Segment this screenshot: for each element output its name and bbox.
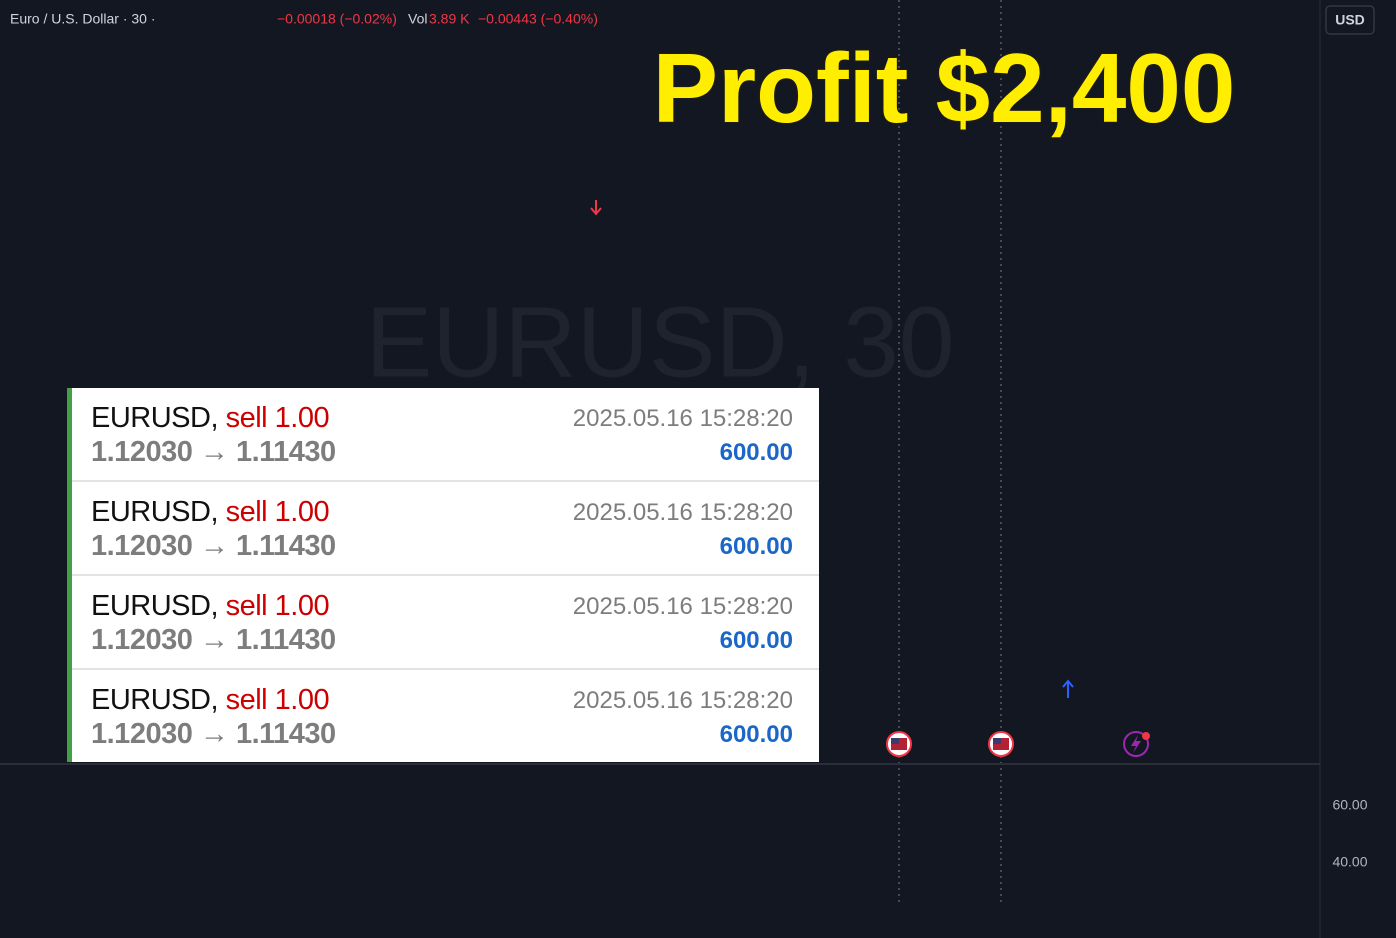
trade-prices: 1.12030 → 1.11430	[91, 530, 336, 562]
trade-prices: 1.12030 → 1.11430	[91, 718, 336, 750]
trade-profit: 600.00	[719, 439, 793, 466]
buy-arrow	[1062, 679, 1074, 698]
trade-time: 2025.05.16 15:28:20	[572, 499, 793, 526]
trade-list: EURUSD, sell 1.00 1.12030 → 1.11430 2025.0…	[67, 388, 819, 762]
trade-title: EURUSD, sell 1.00	[91, 684, 330, 717]
symbol-title[interactable]: Euro / U.S. Dollar · 30 ·	[10, 11, 156, 27]
trade-symbol: EURUSD,	[91, 402, 219, 434]
volume-change: −0.00443 (−0.40%)	[478, 11, 598, 27]
volume-axis-label: 40.00	[1332, 854, 1367, 870]
news-icon[interactable]	[1123, 731, 1150, 757]
price-axis-panel	[1320, 0, 1396, 938]
pane-separator	[0, 763, 1320, 765]
trade-side: sell 1.00	[225, 402, 330, 434]
trade-profit: 600.00	[719, 533, 793, 560]
volume-value: 3.89 K	[429, 11, 470, 27]
trade-time: 2025.05.16 15:28:20	[572, 405, 793, 432]
profit-banner: Profit $2,400	[653, 33, 1236, 143]
trade-card: EURUSD, sell 1.00 1.12030 → 1.11430 2025.0…	[72, 482, 819, 576]
sell-arrow	[590, 200, 602, 216]
trade-symbol: EURUSD,	[91, 590, 219, 622]
volume-label: Vol	[408, 11, 427, 27]
trade-prices: 1.12030 → 1.11430	[91, 436, 336, 468]
trade-card: EURUSD, sell 1.00 1.12030 → 1.11430 2025.0…	[72, 670, 819, 762]
watermark: EURUSD, 30	[365, 286, 954, 398]
trade-time: 2025.05.16 15:28:20	[572, 593, 793, 620]
trade-profit: 600.00	[719, 721, 793, 748]
trade-side: sell 1.00	[225, 496, 330, 528]
trade-title: EURUSD, sell 1.00	[91, 496, 330, 529]
currency[interactable]: USD	[1335, 12, 1365, 28]
trade-prices: 1.12030 → 1.11430	[91, 624, 336, 656]
trade-profit: 600.00	[719, 627, 793, 654]
event-icon[interactable]	[988, 731, 1014, 757]
trade-symbol: EURUSD,	[91, 496, 219, 528]
event-icon[interactable]	[886, 731, 912, 757]
price-change: −0.00018 (−0.02%)	[277, 11, 397, 27]
trade-title: EURUSD, sell 1.00	[91, 402, 330, 435]
trade-side: sell 1.00	[225, 684, 330, 716]
trade-time: 2025.05.16 15:28:20	[572, 687, 793, 714]
trade-side: sell 1.00	[225, 590, 330, 622]
currency-box[interactable]	[1325, 5, 1375, 35]
trade-card: EURUSD, sell 1.00 1.12030 → 1.11430 2025.0…	[72, 576, 819, 670]
trade-symbol: EURUSD,	[91, 684, 219, 716]
volume-axis-label: 60.00	[1332, 797, 1367, 813]
trade-card: EURUSD, sell 1.00 1.12030 → 1.11430 2025.0…	[72, 388, 819, 482]
trade-title: EURUSD, sell 1.00	[91, 590, 330, 623]
